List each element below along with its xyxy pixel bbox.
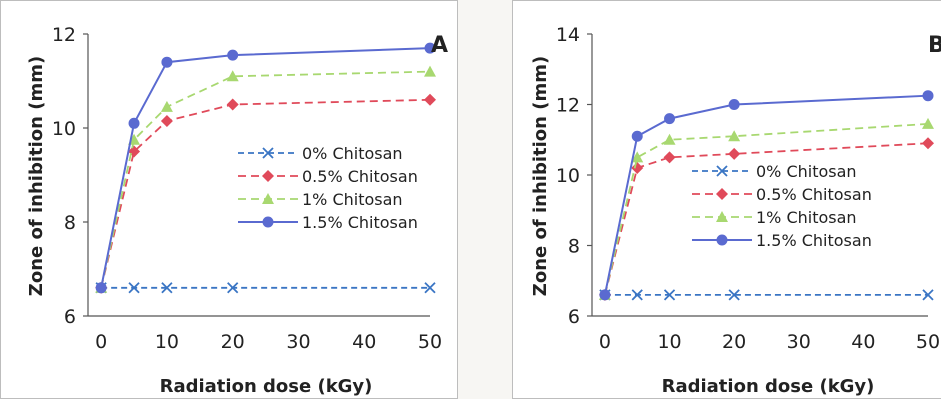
data-point-series-3 xyxy=(922,90,934,102)
series-line-2 xyxy=(604,122,929,296)
x-tick-label: 10 xyxy=(657,331,681,353)
legend-marker xyxy=(262,193,274,204)
data-point-series-2 xyxy=(424,65,436,77)
data-point-series-2 xyxy=(728,130,741,142)
legend-label: 1.5% Chitosan xyxy=(756,231,872,250)
chart-panel-b: 6 8 10 12 14 0 10 20 30 40 50 0% Chitosan 0.5% Chit… xyxy=(512,0,941,399)
legend-marker xyxy=(716,188,728,200)
y-tick-label: 12 xyxy=(556,95,580,117)
data-point-series-1 xyxy=(922,137,934,150)
x-tick-label: 50 xyxy=(418,331,442,353)
x-tick-label: 40 xyxy=(352,331,376,353)
chart-panel-a: 6 8 10 12 0 10 20 30 40 50 0% Chitosan 0.5% Chitos… xyxy=(0,0,458,399)
data-point-series-1 xyxy=(663,151,676,164)
data-point-series-2 xyxy=(160,100,173,112)
x-tick-label: 0 xyxy=(599,331,611,353)
data-point-series-0 xyxy=(728,289,740,301)
data-point-series-2 xyxy=(226,70,239,82)
y-tick-label: 8 xyxy=(568,236,580,258)
y-tick-label: 10 xyxy=(52,118,76,140)
legend-label: 0% Chitosan xyxy=(756,162,857,181)
x-tick-label: 40 xyxy=(851,331,875,353)
data-point-series-1 xyxy=(631,161,644,174)
legend-marker xyxy=(262,170,274,182)
y-axis-label: Zone of inhibition (mm) xyxy=(530,56,551,296)
legend-label: 1% Chitosan xyxy=(302,190,403,209)
data-point-series-3 xyxy=(227,49,239,61)
panel-frame xyxy=(512,0,941,399)
data-point-series-1 xyxy=(226,98,239,111)
data-point-series-0 xyxy=(663,289,676,301)
data-point-series-1 xyxy=(728,147,741,160)
data-point-series-3 xyxy=(599,289,611,301)
data-point-series-3 xyxy=(664,113,676,125)
data-point-series-0 xyxy=(227,282,239,294)
x-tick-label: 30 xyxy=(286,331,310,353)
y-tick-label: 6 xyxy=(568,306,580,328)
data-point-series-2 xyxy=(922,117,934,129)
legend-label: 1% Chitosan xyxy=(756,208,857,227)
data-point-series-0 xyxy=(922,289,934,301)
data-point-series-1 xyxy=(160,114,173,127)
y-tick-label: 8 xyxy=(64,212,76,234)
x-tick-label: 0 xyxy=(95,331,107,353)
data-point-series-3 xyxy=(631,130,643,142)
x-tick-label: 20 xyxy=(221,331,245,353)
panel-label: A xyxy=(431,33,448,58)
y-tick-label: 14 xyxy=(556,24,580,46)
legend-marker xyxy=(716,234,728,246)
y-tick-label: 10 xyxy=(556,165,580,187)
data-point-series-3 xyxy=(728,99,740,110)
legend-label: 1.5% Chitosan xyxy=(302,213,418,232)
legend-label: 0.5% Chitosan xyxy=(302,167,418,186)
legend-marker xyxy=(262,216,274,228)
data-point-series-3 xyxy=(161,56,173,68)
x-axis-label: Radiation dose (kGy) xyxy=(662,376,875,397)
data-point-series-0 xyxy=(631,289,643,301)
legend-marker xyxy=(716,211,728,222)
x-tick-label: 50 xyxy=(916,331,940,353)
y-tick-label: 6 xyxy=(64,306,76,328)
data-point-series-3 xyxy=(424,42,436,54)
legend-marker xyxy=(716,165,728,177)
legend-label: 0.5% Chitosan xyxy=(756,185,872,204)
data-point-series-2 xyxy=(663,133,676,145)
x-tick-label: 20 xyxy=(722,331,746,353)
panel-label: B xyxy=(928,33,941,58)
data-point-series-0 xyxy=(128,282,140,294)
x-tick-label: 30 xyxy=(787,331,811,353)
y-tick-label: 12 xyxy=(52,24,76,46)
panel-frame xyxy=(0,0,458,399)
legend-marker xyxy=(262,147,274,159)
x-axis-label: Radiation dose (kGy) xyxy=(160,376,373,397)
data-point-series-1 xyxy=(424,93,436,106)
data-point-series-2 xyxy=(631,151,644,163)
y-axis-label: Zone of inhibition (mm) xyxy=(26,56,47,296)
legend-label: 0% Chitosan xyxy=(302,144,403,163)
data-point-series-3 xyxy=(95,282,107,294)
data-point-series-0 xyxy=(161,282,173,294)
data-point-series-3 xyxy=(128,117,140,129)
x-tick-label: 10 xyxy=(155,331,179,353)
data-point-series-0 xyxy=(424,282,436,294)
